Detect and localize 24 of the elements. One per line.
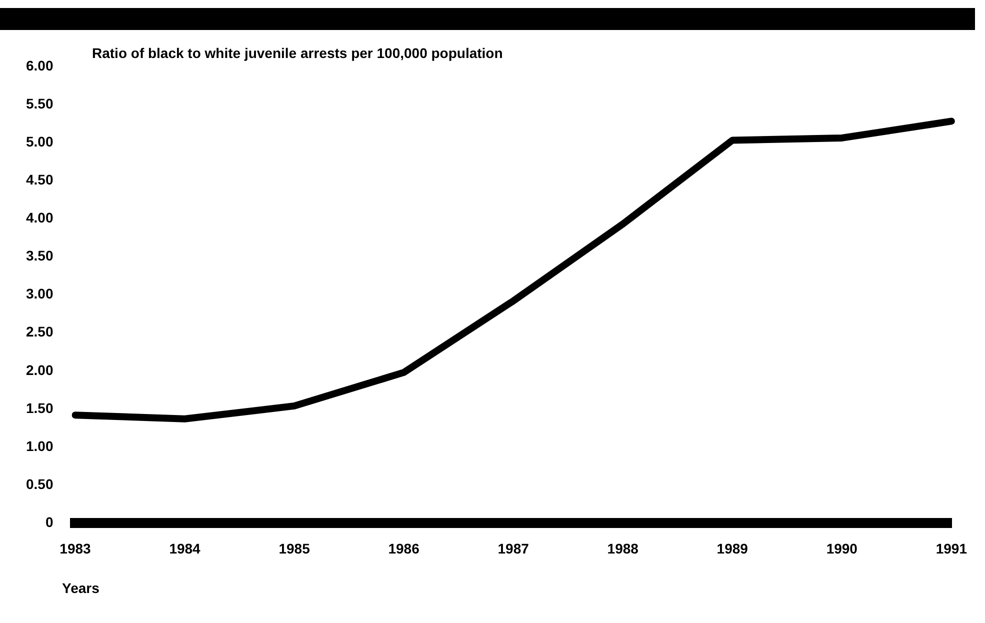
x-tick-label: 1991 — [936, 540, 968, 556]
y-tick-label: 2.00 — [26, 362, 54, 378]
x-tick-label: 1989 — [716, 540, 748, 556]
chart-title: Ratio of black to white juvenile arrests per 100,000 population — [92, 45, 503, 61]
y-tick-label: 4.00 — [26, 210, 54, 226]
y-tick-label: 5.00 — [26, 133, 54, 150]
y-tick-label: 2.50 — [26, 324, 54, 340]
y-tick-label: 0.50 — [26, 476, 54, 492]
y-tick-label: 5.50 — [26, 95, 54, 112]
x-tick-label: 1987 — [498, 540, 530, 556]
x-tick-label: 1990 — [826, 540, 858, 556]
x-tick-label: 1984 — [169, 540, 201, 556]
x-tick-label: 1986 — [388, 540, 420, 556]
y-tick-label: 3.00 — [26, 286, 54, 302]
y-tick-label: 1.50 — [26, 400, 54, 416]
x-tick-label: 1983 — [60, 540, 92, 556]
y-tick-label: 1.00 — [26, 438, 54, 454]
x-tick-label: 1988 — [607, 540, 639, 556]
y-tick-label: 4.50 — [26, 171, 54, 188]
x-tick-label: 1985 — [278, 540, 310, 556]
y-tick-label: 0 — [45, 514, 54, 530]
x-axis-title: Years — [62, 580, 100, 596]
y-tick-label: 6.00 — [26, 57, 54, 74]
y-tick-label: 3.50 — [26, 248, 54, 264]
